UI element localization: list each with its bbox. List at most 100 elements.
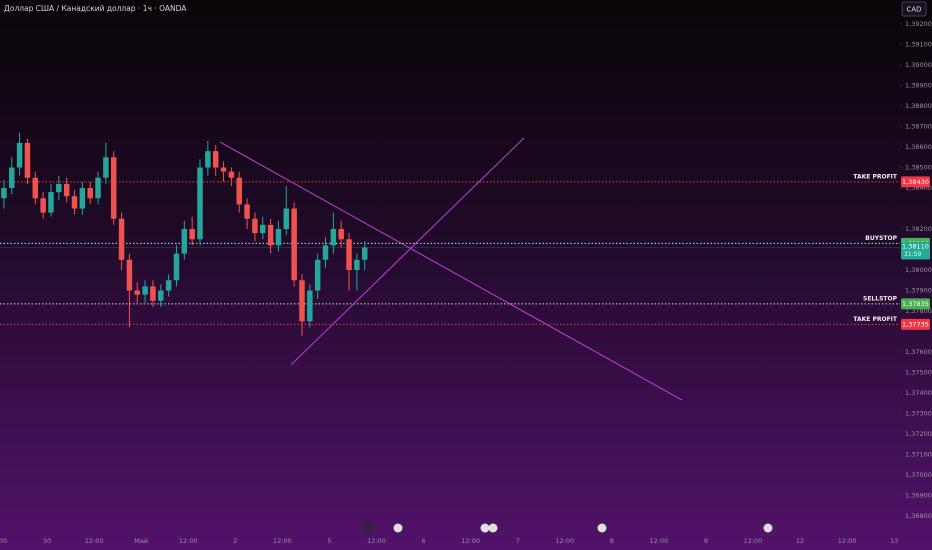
y-tick-label: 1,38700 — [905, 123, 932, 131]
x-tick-label: 9 — [704, 537, 708, 545]
candle-body — [314, 259, 321, 291]
candle-body — [110, 157, 117, 219]
y-tick-label: 1,38800 — [905, 102, 932, 110]
level-tag — [901, 176, 930, 188]
candle-body — [48, 192, 54, 213]
event-icon[interactable] — [488, 523, 498, 533]
level-price: 1,37835 — [902, 300, 929, 308]
candle-body — [189, 229, 195, 240]
event-icon[interactable] — [480, 523, 490, 533]
y-tick-label: 1,37200 — [905, 430, 932, 438]
event-icon[interactable] — [363, 523, 373, 533]
y-tick-label: 1,38200 — [905, 225, 932, 233]
y-tick-label: 1,37800 — [905, 307, 932, 315]
y-tick-label: 1,36900 — [905, 492, 932, 500]
candle-body — [9, 167, 15, 189]
y-tick-label: 1,37500 — [905, 369, 932, 377]
x-tick-label: 12:00 — [367, 537, 386, 545]
x-tick-label: 0:00 — [0, 537, 7, 545]
currency-label[interactable]: CAD — [906, 6, 921, 14]
x-tick-label: 12:00 — [555, 537, 574, 545]
candle-body — [56, 183, 62, 193]
candle-body — [79, 188, 86, 209]
level-name: SELLSTOP — [863, 295, 898, 302]
candle-body — [205, 151, 211, 168]
candle-body — [134, 290, 141, 295]
event-icon[interactable] — [597, 523, 607, 533]
y-tick-label: 1,38900 — [905, 81, 932, 89]
chart-title: Доллар США / Канадский доллар · 1ч · OAN… — [4, 4, 187, 13]
candle-body — [330, 229, 337, 246]
x-tick-label: 12:00 — [179, 537, 198, 545]
x-tick-label: 13 — [890, 537, 898, 545]
currency-button[interactable] — [901, 1, 927, 17]
candle-body — [95, 177, 101, 199]
candle-body — [307, 290, 313, 322]
candle-body — [24, 142, 31, 178]
candle-body — [181, 229, 188, 254]
y-tick-label: 1,38400 — [905, 184, 932, 192]
candle-body — [236, 177, 242, 205]
candle-body — [126, 259, 133, 291]
event-icon[interactable] — [393, 523, 403, 533]
candle-body — [40, 198, 46, 213]
level-price: 1,38430 — [902, 178, 929, 186]
candle-body — [354, 259, 360, 271]
x-tick-label: 5 — [327, 537, 331, 545]
y-tick-label: 1,38500 — [905, 164, 932, 172]
candle-body — [220, 167, 227, 172]
x-tick-label: 12:00 — [744, 537, 763, 545]
candle-body — [197, 167, 203, 240]
candle-body — [142, 286, 148, 295]
candle-body — [165, 280, 172, 291]
x-tick-label: 12:00 — [273, 537, 292, 545]
level-price: 1,37735 — [902, 320, 929, 328]
candle-body — [322, 245, 329, 260]
y-tick-label: 1,37300 — [905, 410, 932, 418]
candle-body — [173, 253, 180, 281]
y-tick-label: 1,37600 — [905, 348, 932, 356]
level-tag — [901, 318, 930, 330]
x-tick-label: 2 — [233, 537, 237, 545]
candle-body — [118, 218, 125, 260]
level-name: TAKE PROFIT — [853, 173, 898, 180]
event-icons — [363, 523, 773, 533]
y-tick-label: 1,38600 — [905, 143, 932, 151]
candle-body — [299, 280, 305, 322]
level-tag — [901, 298, 930, 310]
candle-body — [267, 224, 274, 246]
candle-body — [63, 183, 70, 197]
candle-body — [291, 208, 297, 281]
candle-body — [244, 204, 250, 219]
x-tick-label: 12:00 — [649, 537, 668, 545]
trend-line — [219, 141, 683, 401]
y-tick-label: 1,37100 — [905, 451, 932, 459]
y-tick-label: 1,38000 — [905, 266, 932, 274]
candle-body — [1, 188, 7, 199]
candle-body — [32, 177, 39, 199]
candle-body — [338, 229, 344, 240]
y-tick-label: 1,39100 — [905, 40, 932, 48]
level-name: BUYSTOP — [865, 235, 897, 242]
x-tick-label: 8 — [610, 537, 614, 545]
y-tick-label: 1,37400 — [905, 389, 932, 397]
candle-body — [361, 247, 368, 260]
event-icon[interactable] — [763, 523, 773, 533]
y-tick-label: 1,36800 — [905, 512, 932, 520]
candle-body — [283, 208, 290, 230]
candle-body — [260, 224, 266, 234]
candle-body — [252, 218, 258, 234]
candle-body — [150, 286, 156, 301]
x-tick-label: 12:00 — [85, 537, 104, 545]
y-tick-label: 1,39200 — [905, 20, 932, 28]
current-price-tag — [901, 241, 930, 260]
candle-body — [16, 142, 23, 168]
candle-body — [275, 229, 282, 246]
x-tick-label: 30 — [43, 537, 51, 545]
candle-body — [212, 151, 219, 168]
x-tick-label: 12 — [796, 537, 804, 545]
y-tick-label: 1,37000 — [905, 471, 932, 479]
x-tick-label: 7 — [516, 537, 520, 545]
